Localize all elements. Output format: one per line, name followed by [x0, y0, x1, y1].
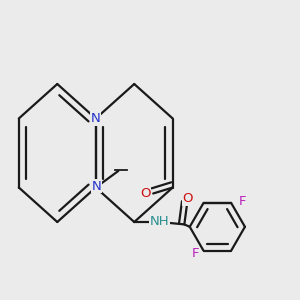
- Text: NH: NH: [150, 215, 170, 228]
- Text: O: O: [140, 187, 151, 200]
- Text: N: N: [91, 112, 100, 125]
- Text: O: O: [183, 192, 193, 206]
- Text: F: F: [238, 195, 246, 208]
- Text: F: F: [191, 247, 199, 260]
- Text: N: N: [92, 179, 101, 193]
